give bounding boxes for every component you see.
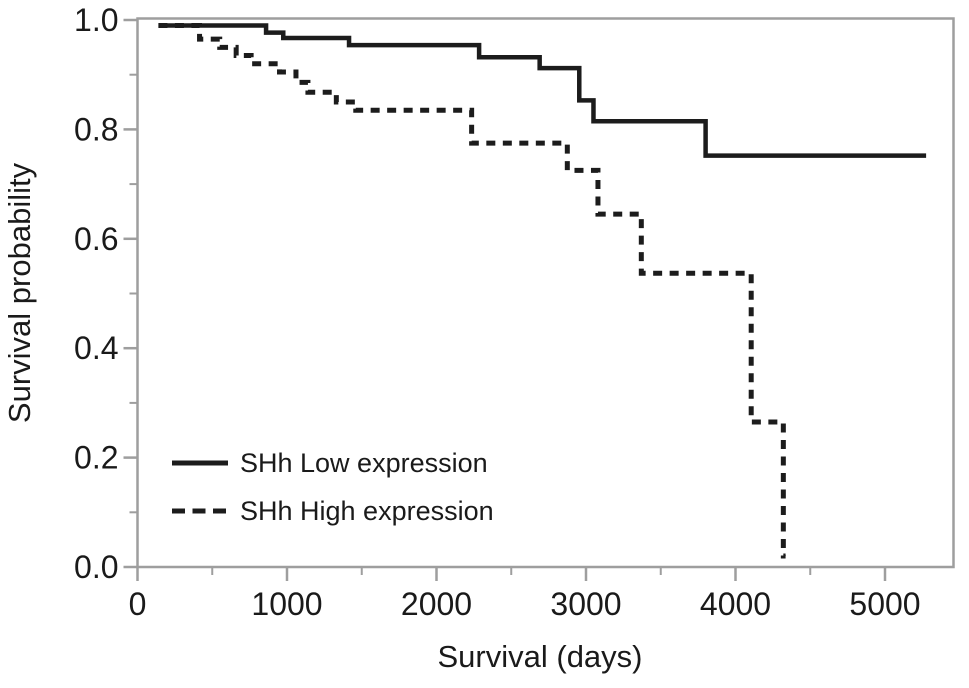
x-tick-label: 0 (129, 586, 147, 622)
legend-label-low: SHh Low expression (240, 448, 488, 478)
y-tick-label: 0.0 (74, 549, 118, 585)
survival-curves (158, 22, 927, 559)
y-tick-label: 1.0 (74, 2, 118, 38)
x-tick-label: 4000 (700, 586, 771, 622)
y-axis-title: Survival probability (2, 162, 37, 423)
x-tick-label: 3000 (550, 586, 621, 622)
plot-border (136, 17, 955, 569)
x-tick-label: 5000 (849, 586, 920, 622)
y-tick-label: 0.4 (74, 330, 118, 366)
km-curve-shh-high (158, 22, 786, 559)
y-tick-label: 0.6 (74, 221, 118, 257)
y-tick-label: 0.8 (74, 111, 118, 147)
plot-frame (136, 17, 955, 569)
legend: SHh Low expression SHh High expression (172, 448, 494, 526)
x-axis-title: Survival (days) (438, 639, 643, 674)
legend-label-high: SHh High expression (240, 496, 494, 526)
x-tick-label: 1000 (251, 586, 322, 622)
axis-ticks: 0 1000 2000 3000 4000 5000 0.0 0.2 0.4 0.6 0.8 1.0 (74, 2, 921, 622)
y-tick-label: 0.2 (74, 440, 118, 476)
km-curve-shh-low (158, 23, 927, 158)
x-tick-label: 2000 (401, 586, 472, 622)
